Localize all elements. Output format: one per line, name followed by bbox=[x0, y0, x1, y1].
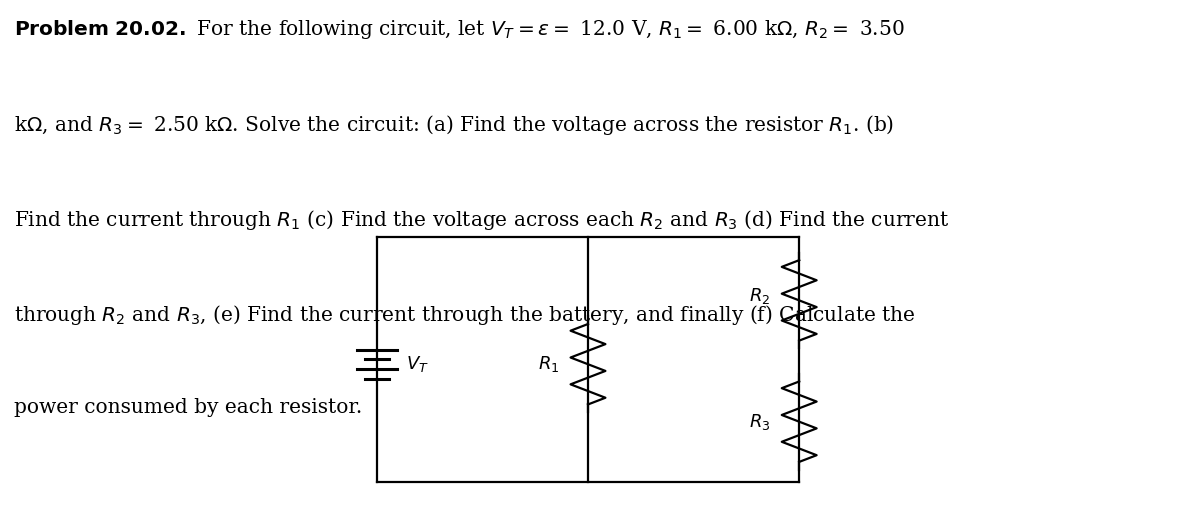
Text: $R_1$: $R_1$ bbox=[538, 354, 559, 374]
Text: $R_2$: $R_2$ bbox=[749, 286, 770, 306]
Text: through $R_2$ and $R_3$, (e) Find the current through the battery, and finally (: through $R_2$ and $R_3$, (e) Find the cu… bbox=[14, 303, 916, 327]
Text: $R_3$: $R_3$ bbox=[749, 412, 770, 431]
Text: $V_T$: $V_T$ bbox=[406, 354, 428, 374]
Text: $\mathbf{Problem\ 20.02.}$ For the following circuit, let $V_T = \varepsilon = $: $\mathbf{Problem\ 20.02.}$ For the follo… bbox=[14, 18, 905, 41]
Text: power consumed by each resistor.: power consumed by each resistor. bbox=[14, 398, 362, 417]
Text: Find the current through $R_1$ (c) Find the voltage across each $R_2$ and $R_3$ : Find the current through $R_1$ (c) Find … bbox=[14, 208, 949, 232]
Text: k$\Omega$, and $R_3 = $ 2.50 k$\Omega$. Solve the circuit: (a) Find the voltage : k$\Omega$, and $R_3 = $ 2.50 k$\Omega$. … bbox=[14, 113, 895, 137]
